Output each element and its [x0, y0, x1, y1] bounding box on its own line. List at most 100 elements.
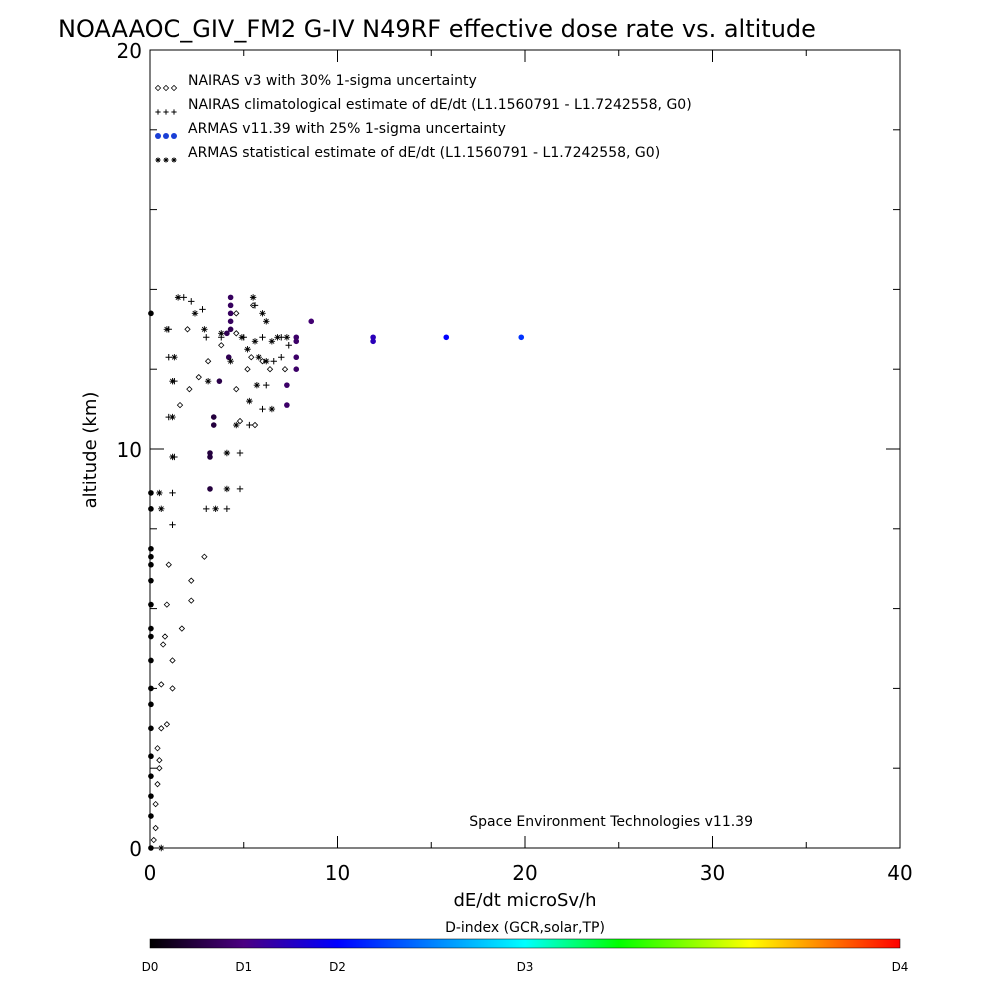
data-point: [148, 773, 154, 779]
data-point: [169, 453, 176, 461]
data-point: [263, 381, 270, 389]
data-point: [148, 561, 154, 568]
legend-marker: [170, 84, 178, 92]
data-point: [233, 330, 240, 337]
data-point: [227, 310, 234, 317]
data-point: [204, 377, 212, 385]
data-point: [210, 422, 217, 428]
data-point: [158, 844, 165, 852]
legend-marker: [162, 84, 170, 92]
data-point: [293, 338, 300, 345]
data-point: [148, 657, 154, 664]
colorbar-title: D-index (GCR,solar,TP): [445, 920, 605, 936]
data-point: [188, 577, 195, 584]
data-point: [184, 326, 191, 333]
data-point: [154, 780, 161, 788]
data-point: [148, 813, 154, 819]
data-point: [156, 765, 163, 772]
plot-frame: [149, 49, 901, 849]
data-point: [284, 402, 290, 408]
data-point: [293, 366, 300, 373]
colorbar: [149, 938, 901, 949]
data-point: [188, 298, 195, 305]
data-point: [169, 657, 176, 664]
data-point: [148, 506, 154, 512]
data-point: [284, 382, 290, 388]
data-point: [263, 358, 270, 365]
y-tick-label: 0: [129, 837, 142, 861]
data-point: [148, 545, 154, 552]
data-point: [285, 342, 292, 349]
data-point: [148, 577, 154, 584]
data-point: [207, 454, 213, 460]
data-point: [199, 306, 206, 313]
data-point: [161, 633, 169, 640]
colorbar-labels: D0 D1 D2 D3 D4: [142, 960, 909, 974]
data-point: [148, 633, 154, 640]
data-point: [174, 294, 182, 301]
y-tick-label: 10: [117, 438, 142, 462]
legend-label: ARMAS v11.39 with 25% 1-sigma uncertaint…: [188, 121, 506, 137]
data-point: [518, 334, 525, 341]
data-point: [148, 601, 154, 608]
data-point: [370, 334, 376, 341]
legend-item: NAIRAS v3 with 30% 1-sigma uncertainty: [154, 73, 477, 92]
data-point: [268, 338, 276, 345]
data-point: [148, 725, 154, 732]
data-point: [223, 505, 231, 513]
data-point: [246, 421, 253, 429]
data-point: [150, 836, 157, 844]
data-point: [308, 318, 315, 325]
data-point: [154, 745, 161, 752]
axis-ticks: [149, 49, 901, 849]
data-point: [227, 294, 234, 301]
legend-item: ARMAS statistical estimate of dE/dt (L1.…: [155, 145, 660, 163]
data-point: [218, 342, 225, 349]
data-point: [163, 721, 171, 728]
data-point: [171, 354, 178, 361]
data-point: [218, 330, 225, 337]
legend-marker: [155, 133, 161, 139]
legend-marker: [171, 109, 177, 115]
data-point: [259, 334, 266, 341]
data-point: [163, 601, 171, 608]
legend-marker: [154, 84, 162, 92]
data-point: [216, 378, 223, 384]
data-point: [158, 681, 165, 688]
legend-label: NAIRAS v3 with 30% 1-sigma uncertainty: [188, 73, 477, 89]
data-point: [281, 366, 289, 373]
data-point: [169, 413, 176, 421]
data-point: [148, 685, 154, 692]
x-axis-label: dE/dt microSv/h: [453, 890, 596, 911]
legend-marker: [155, 157, 161, 163]
data-point: [148, 793, 154, 799]
data-point: [195, 374, 202, 381]
data-point: [238, 334, 246, 341]
x-tick-label: 30: [700, 861, 725, 885]
data-point: [249, 294, 257, 301]
data-point: [370, 338, 376, 345]
data-point: [191, 310, 199, 317]
data-point: [210, 414, 217, 420]
data-point: [263, 318, 270, 325]
data-point: [233, 310, 240, 317]
x-tick-label: 40: [887, 861, 912, 885]
x-tick-label: 0: [144, 861, 157, 885]
data-marks: [148, 294, 525, 852]
colorbar-label: D4: [892, 960, 909, 974]
data-point: [207, 486, 213, 492]
legend-marker: [171, 157, 177, 163]
data-point: [156, 757, 163, 764]
data-point: [259, 310, 266, 317]
data-point: [201, 553, 208, 560]
data-point: [278, 354, 285, 361]
data-point: [236, 417, 244, 425]
chart-annotation: Space Environment Technologies v11.39: [469, 814, 753, 830]
data-point: [148, 553, 154, 560]
data-point: [251, 338, 259, 345]
data-point: [236, 449, 244, 457]
data-point: [443, 334, 450, 341]
colorbar-label: D0: [142, 960, 159, 974]
data-point: [224, 330, 230, 337]
